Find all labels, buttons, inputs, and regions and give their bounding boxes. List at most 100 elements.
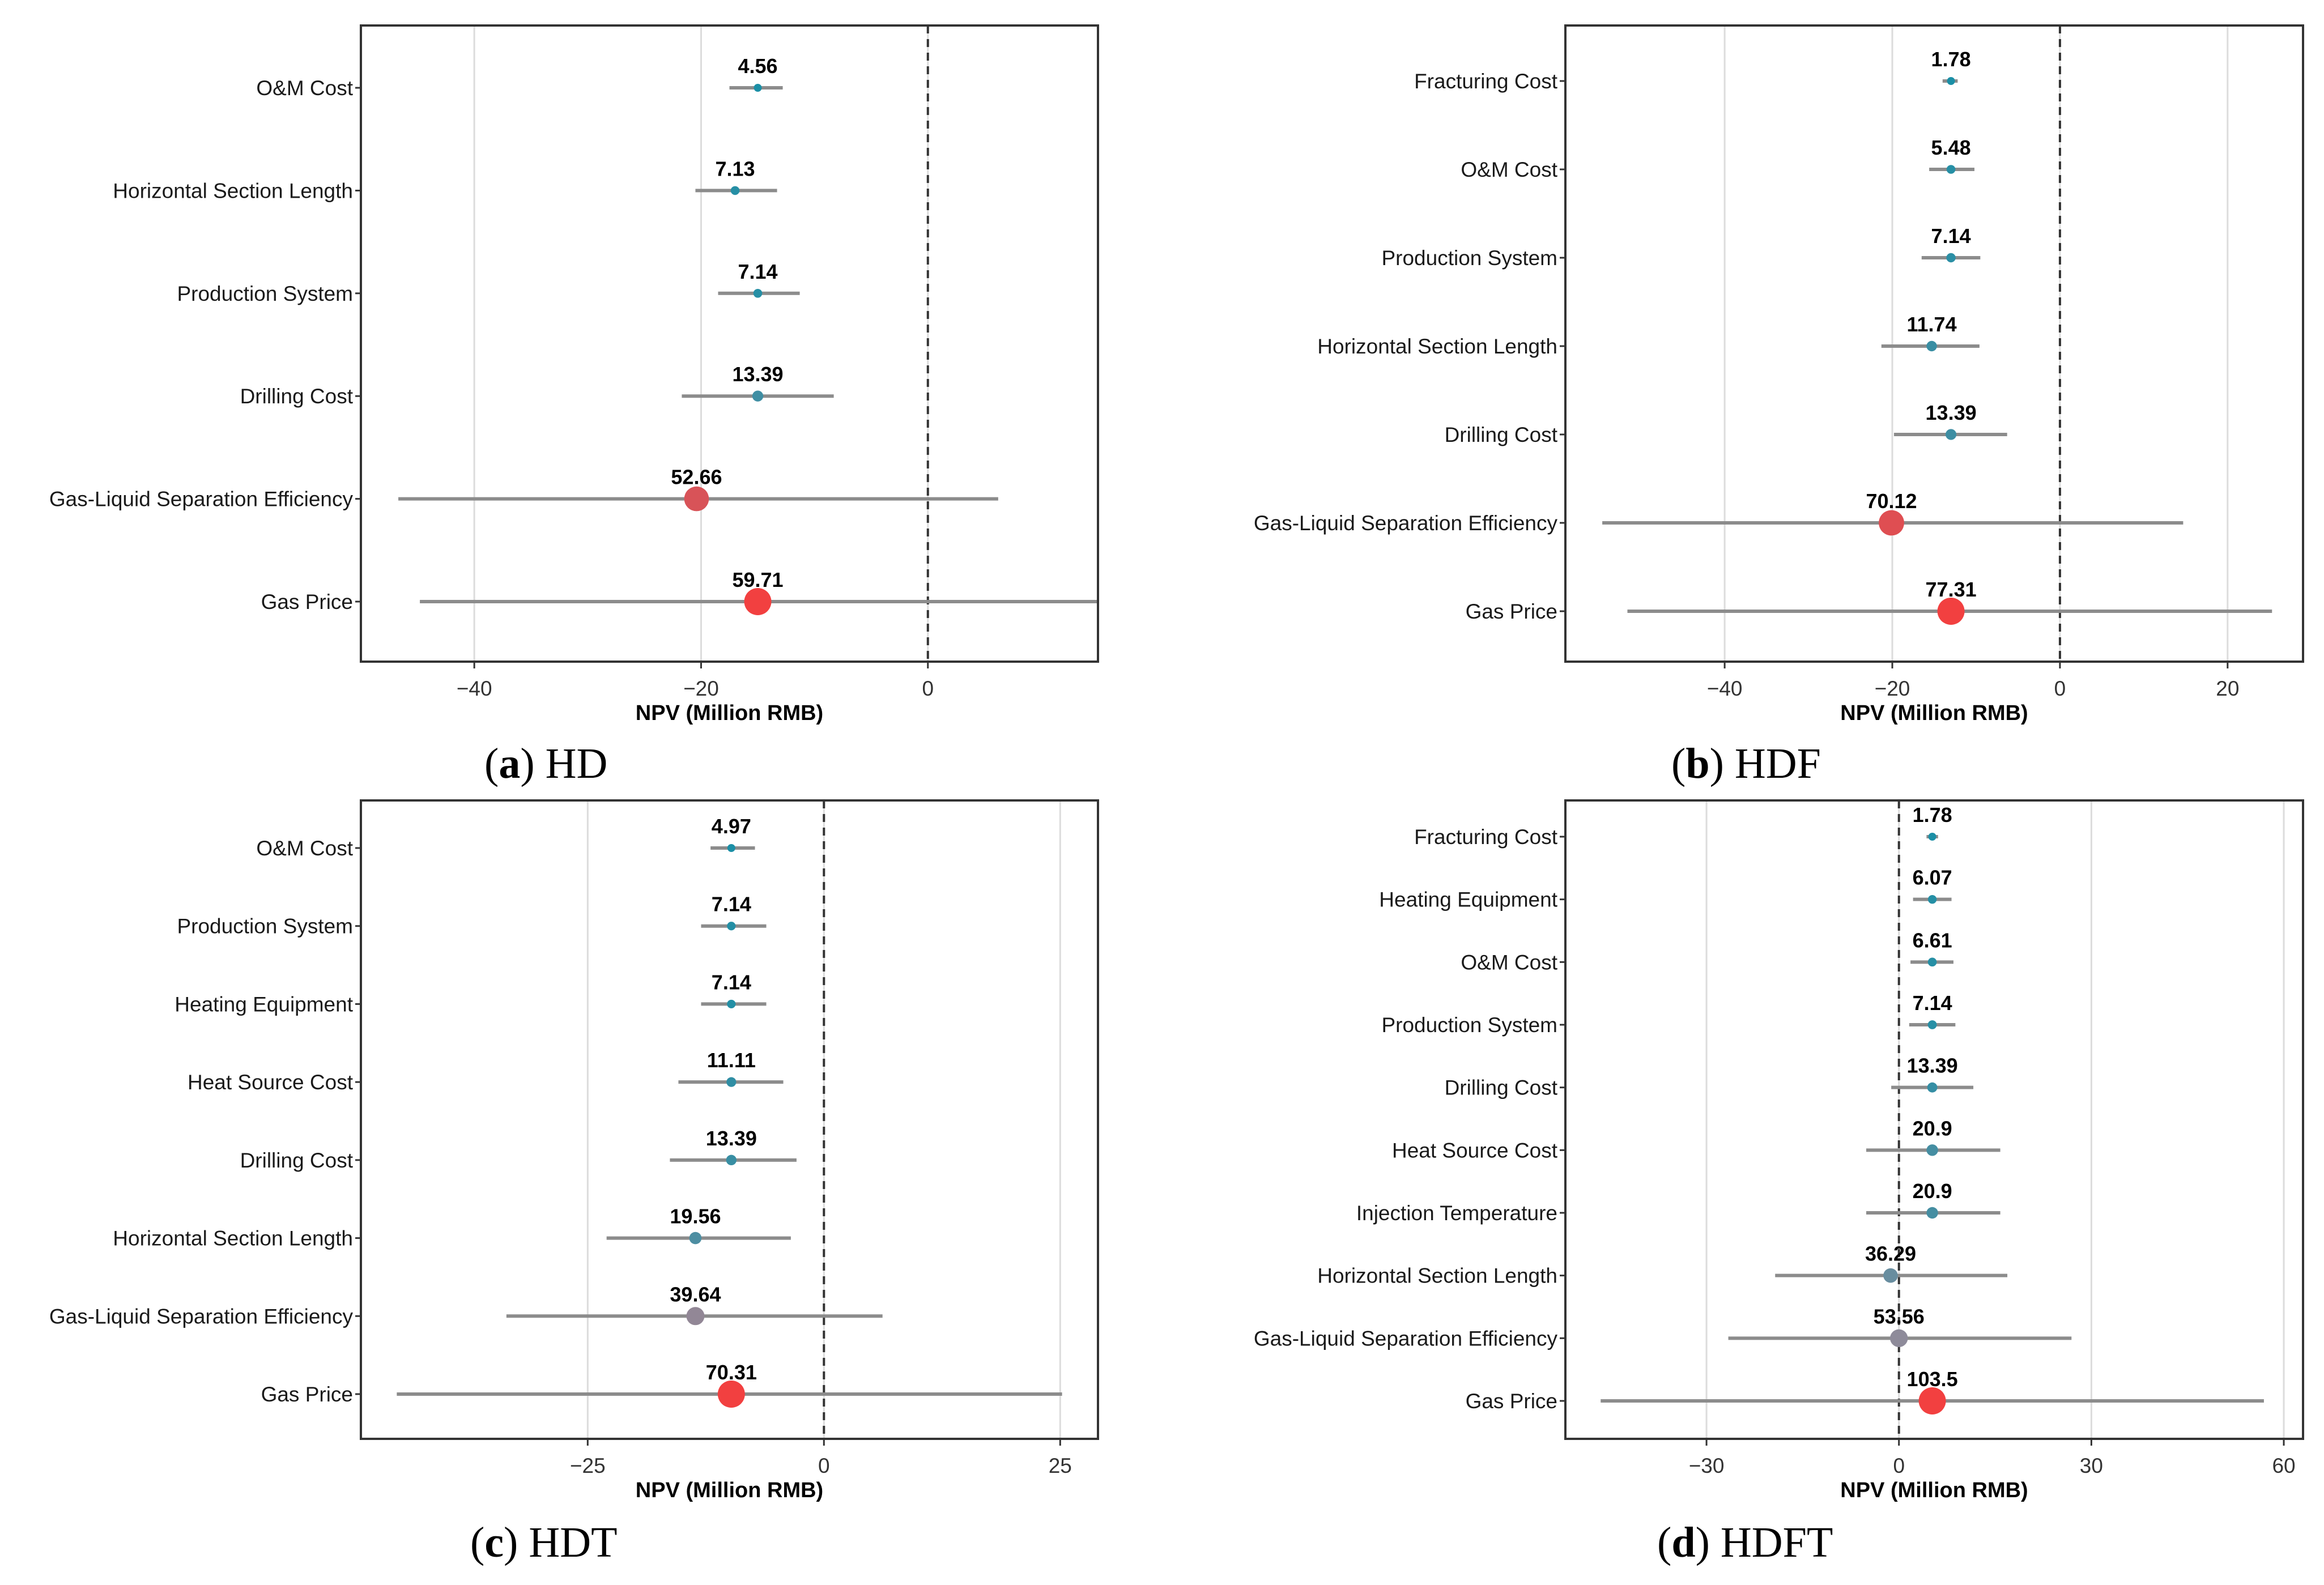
category-label-d: Drilling Cost bbox=[1445, 1076, 1558, 1100]
category-label-c: Heat Source Cost bbox=[188, 1071, 354, 1094]
x-tick-label-c: 25 bbox=[1049, 1454, 1072, 1477]
range-value-label-a: 52.66 bbox=[671, 466, 722, 489]
center-point-d bbox=[1927, 1020, 1937, 1029]
range-value-label-c: 70.31 bbox=[706, 1361, 757, 1384]
x-tick-label-d: 60 bbox=[2272, 1454, 2295, 1477]
category-label-d: Gas Price bbox=[1466, 1390, 1557, 1413]
center-point-d bbox=[1926, 1144, 1938, 1156]
x-tick-label-a: −20 bbox=[683, 677, 719, 700]
range-value-label-b: 1.78 bbox=[1931, 48, 1971, 71]
center-point-a bbox=[754, 84, 762, 92]
range-value-label-b: 77.31 bbox=[1926, 578, 1977, 601]
category-label-a: Gas Price bbox=[261, 590, 353, 613]
category-label-d: Fracturing Cost bbox=[1414, 825, 1558, 849]
range-value-label-c: 11.11 bbox=[707, 1049, 756, 1072]
caption-b: (b) HDF bbox=[1671, 740, 1821, 787]
center-point-d bbox=[1926, 1207, 1938, 1219]
category-label-c: Drilling Cost bbox=[240, 1149, 354, 1172]
category-label-b: Fracturing Cost bbox=[1414, 70, 1558, 93]
category-label-c: Production System bbox=[177, 915, 353, 938]
range-value-label-b: 11.74 bbox=[1907, 313, 1957, 336]
range-value-label-b: 5.48 bbox=[1931, 136, 1971, 159]
range-value-label-c: 7.14 bbox=[712, 970, 751, 994]
range-value-label-c: 19.56 bbox=[670, 1205, 721, 1228]
range-value-label-b: 70.12 bbox=[1866, 489, 1917, 513]
center-point-d bbox=[1890, 1329, 1908, 1348]
range-value-label-d: 36.29 bbox=[1865, 1242, 1916, 1266]
center-point-d bbox=[1927, 957, 1937, 967]
range-value-label-b: 13.39 bbox=[1926, 401, 1977, 424]
x-axis-title-a: NPV (Million RMB) bbox=[636, 701, 823, 725]
category-label-a: Production System bbox=[177, 282, 353, 305]
x-tick-label-b: −20 bbox=[1875, 677, 1910, 700]
category-label-a: Drilling Cost bbox=[240, 385, 354, 408]
caption-a: (a) HD bbox=[484, 740, 608, 787]
center-point-b bbox=[1946, 253, 1956, 263]
center-point-c bbox=[727, 922, 736, 931]
x-tick-label-b: 20 bbox=[2216, 677, 2239, 700]
range-value-label-d: 6.61 bbox=[1913, 928, 1952, 952]
x-tick-label-c: −25 bbox=[570, 1454, 606, 1477]
x-tick-label-a: 0 bbox=[922, 677, 934, 700]
range-value-label-d: 53.56 bbox=[1874, 1305, 1925, 1328]
range-value-label-d: 103.5 bbox=[1907, 1367, 1958, 1391]
center-point-b bbox=[1946, 165, 1956, 174]
category-label-b: Gas-Liquid Separation Efficiency bbox=[1254, 512, 1558, 535]
panel-frame-b bbox=[1564, 24, 2304, 663]
x-tick-label-d: 0 bbox=[1893, 1454, 1905, 1477]
range-value-label-d: 1.78 bbox=[1913, 803, 1952, 826]
range-value-label-c: 7.14 bbox=[712, 893, 751, 916]
x-axis-title-c: NPV (Million RMB) bbox=[636, 1479, 823, 1502]
category-label-d: Heating Equipment bbox=[1379, 888, 1557, 911]
category-label-c: Gas Price bbox=[261, 1383, 353, 1406]
center-point-d bbox=[1918, 1387, 1946, 1414]
category-label-b: Horizontal Section Length bbox=[1317, 335, 1557, 358]
range-value-label-c: 39.64 bbox=[670, 1283, 721, 1306]
category-label-c: O&M Cost bbox=[256, 837, 353, 860]
category-label-b: Gas Price bbox=[1466, 600, 1557, 623]
category-label-a: O&M Cost bbox=[256, 76, 353, 100]
range-value-label-a: 4.56 bbox=[738, 54, 777, 78]
caption-c: (c) HDT bbox=[470, 1519, 618, 1566]
center-point-a bbox=[744, 588, 772, 615]
category-label-a: Gas-Liquid Separation Efficiency bbox=[49, 488, 354, 511]
range-value-label-c: 4.97 bbox=[712, 815, 751, 838]
center-point-b bbox=[1947, 77, 1955, 85]
center-point-a bbox=[752, 390, 764, 402]
panel-a: O&M Cost 4.56 Horizontal Section Length 7.1… bbox=[49, 24, 1099, 725]
x-axis-title-b: NPV (Million RMB) bbox=[1840, 701, 2028, 725]
category-label-d: O&M Cost bbox=[1461, 951, 1557, 974]
center-point-d bbox=[1883, 1268, 1898, 1283]
center-point-b bbox=[1879, 510, 1904, 536]
category-label-d: Injection Temperature bbox=[1356, 1201, 1557, 1225]
category-label-c: Heating Equipment bbox=[174, 992, 353, 1016]
category-label-d: Production System bbox=[1381, 1013, 1557, 1037]
range-value-label-d: 13.39 bbox=[1907, 1054, 1958, 1077]
range-value-label-d: 20.9 bbox=[1913, 1117, 1952, 1140]
category-label-b: Production System bbox=[1381, 246, 1557, 270]
x-tick-label-d: 30 bbox=[2080, 1454, 2103, 1477]
center-point-a bbox=[730, 186, 740, 195]
range-value-label-a: 7.14 bbox=[738, 260, 777, 283]
center-point-c bbox=[686, 1307, 705, 1326]
center-point-c bbox=[726, 1154, 737, 1166]
category-label-b: Drilling Cost bbox=[1445, 423, 1558, 446]
center-point-c bbox=[726, 1077, 737, 1087]
category-label-d: Horizontal Section Length bbox=[1317, 1264, 1557, 1288]
range-value-label-b: 7.14 bbox=[1931, 224, 1971, 248]
x-tick-label-a: −40 bbox=[457, 677, 492, 700]
center-point-b bbox=[1926, 340, 1937, 352]
range-value-label-d: 6.07 bbox=[1913, 866, 1952, 889]
category-label-c: Horizontal Section Length bbox=[113, 1227, 353, 1250]
category-label-d: Gas-Liquid Separation Efficiency bbox=[1254, 1327, 1558, 1350]
range-value-label-d: 7.14 bbox=[1913, 991, 1952, 1015]
center-point-c bbox=[689, 1232, 702, 1245]
category-label-c: Gas-Liquid Separation Efficiency bbox=[49, 1305, 354, 1328]
x-tick-label-c: 0 bbox=[818, 1454, 830, 1477]
center-point-a bbox=[684, 486, 709, 512]
range-value-label-d: 20.9 bbox=[1913, 1179, 1952, 1203]
x-tick-label-d: −30 bbox=[1689, 1454, 1725, 1477]
center-point-d bbox=[1927, 1082, 1938, 1093]
panel-frame-a bbox=[360, 24, 1099, 663]
